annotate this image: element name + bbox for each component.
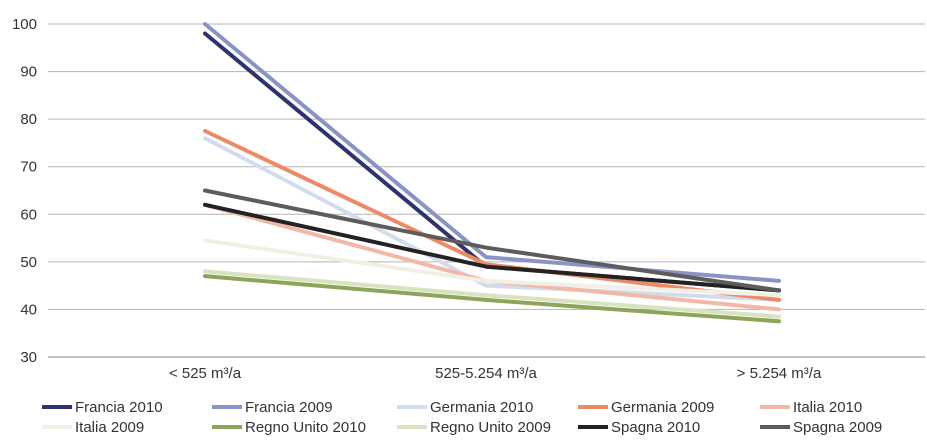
legend-label: Regno Unito 2010 (245, 419, 366, 436)
legend-label: Italia 2010 (793, 399, 862, 416)
x-axis-ticks: < 525 m³/a 525-5.254 m³/a > 5.254 m³/a (169, 365, 822, 382)
series-line-6 (203, 238, 781, 298)
y-tick-label: 60 (20, 206, 37, 223)
series-line-3 (203, 136, 781, 302)
series-line-4 (203, 129, 781, 302)
series-line-2 (203, 22, 781, 283)
legend-item: Germania 2010 (397, 399, 533, 416)
legend-label: Germania 2010 (430, 399, 533, 416)
y-tick-label: 90 (20, 64, 37, 81)
y-tick-label: 40 (20, 301, 37, 318)
legend-label: Francia 2010 (75, 399, 163, 416)
series-line-9 (203, 202, 781, 293)
legend-label: Italia 2009 (75, 419, 144, 436)
legend-item: Francia 2009 (212, 399, 333, 416)
legend-label: Germania 2009 (611, 399, 714, 416)
legend-item: Germania 2009 (578, 399, 714, 416)
legend: Francia 2010 Francia 2009 Germania 2010 Ger… (42, 399, 882, 436)
grid (48, 23, 925, 358)
x-tick-label: > 5.254 m³/a (737, 365, 822, 382)
legend-label: Spagna 2009 (793, 419, 882, 436)
legend-item: Italia 2010 (760, 399, 862, 416)
y-tick-label: 80 (20, 111, 37, 128)
y-tick-label: 70 (20, 159, 37, 176)
legend-item: Spagna 2010 (578, 419, 700, 436)
legend-label: Francia 2009 (245, 399, 333, 416)
y-axis-ticks: 30 40 50 60 70 80 90 100 (12, 16, 37, 366)
series-line-7 (203, 274, 781, 324)
y-tick-label: 50 (20, 254, 37, 271)
x-tick-label: < 525 m³/a (169, 365, 242, 382)
series-lines (203, 22, 781, 324)
legend-item: Italia 2009 (42, 419, 144, 436)
y-tick-label: 100 (12, 16, 37, 33)
legend-item: Regno Unito 2009 (397, 419, 551, 436)
legend-item: Regno Unito 2010 (212, 419, 366, 436)
legend-item: Spagna 2009 (760, 419, 882, 436)
legend-item: Francia 2010 (42, 399, 163, 416)
legend-label: Regno Unito 2009 (430, 419, 551, 436)
x-tick-label: 525-5.254 m³/a (435, 365, 537, 382)
y-tick-label: 30 (20, 349, 37, 366)
legend-label: Spagna 2010 (611, 419, 700, 436)
series-line-10 (203, 188, 781, 293)
series-line-8 (203, 269, 781, 319)
